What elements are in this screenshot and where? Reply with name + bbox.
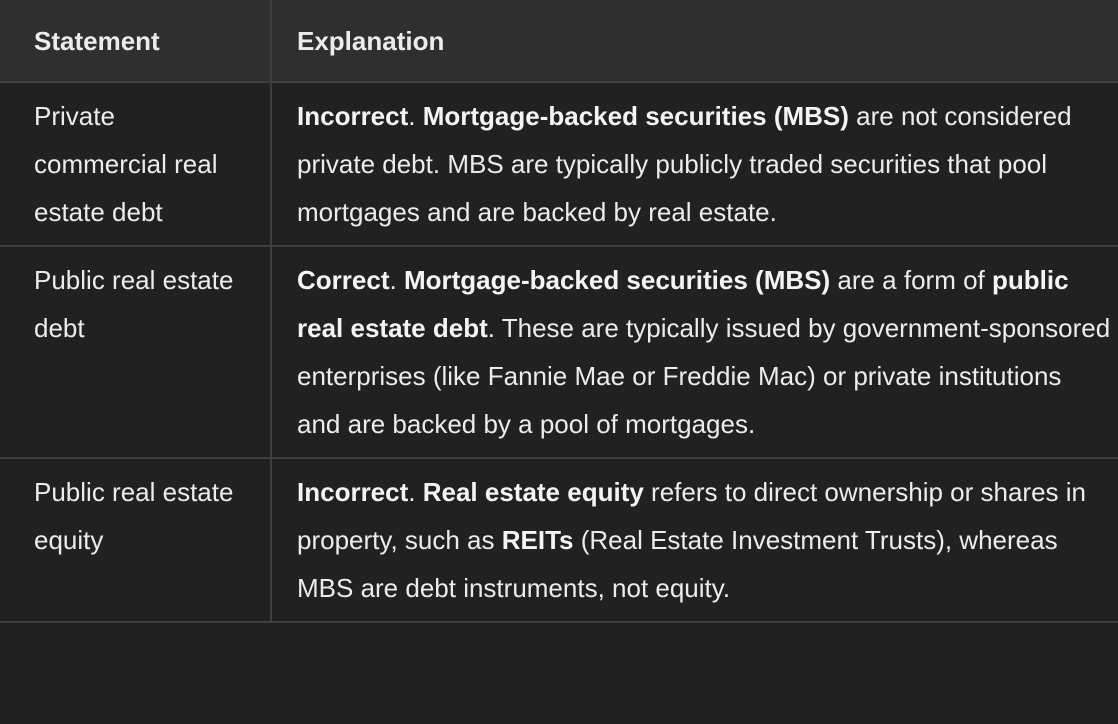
explanation-text: . <box>389 265 404 295</box>
key-term: Real estate equity <box>422 477 644 507</box>
column-header-explanation: Explanation <box>270 0 1118 83</box>
explanation-text: (Real Estate Investment Trusts), whereas… <box>297 525 1058 603</box>
verdict-label: Incorrect <box>297 101 409 131</box>
table-row: Public real estate debt Correct. Mortgag… <box>0 245 1118 459</box>
header-row: Statement Explanation <box>0 0 1118 83</box>
explanation-text: . <box>408 101 423 131</box>
comparison-table: Statement Explanation Private commercial… <box>0 0 1118 623</box>
verdict-label: Incorrect <box>297 477 409 507</box>
table-row: Private commercial real estate debt Inco… <box>0 81 1118 247</box>
table-header: Statement Explanation <box>0 0 1118 83</box>
explanation-text: . These are typically issued by governme… <box>297 313 1111 439</box>
explanation-text: are not considered private debt. MBS are… <box>297 101 1072 227</box>
statement-cell: Private commercial real estate debt <box>0 81 272 247</box>
verdict-label: Correct <box>297 265 390 295</box>
key-term: Mortgage-backed securities (MBS) <box>403 265 831 295</box>
explanation-text: . <box>408 477 423 507</box>
key-term: public real estate debt <box>297 265 1069 343</box>
statement-cell: Public real estate equity <box>0 457 272 623</box>
table-row: Public real estate equity Incorrect. Rea… <box>0 457 1118 623</box>
explanation-cell: Incorrect. Mortgage-backed securities (M… <box>270 81 1118 247</box>
explanation-cell: Correct. Mortgage-backed securities (MBS… <box>270 245 1118 459</box>
key-term: Mortgage-backed securities (MBS) <box>422 101 849 131</box>
explanation-text: are a form of <box>830 265 992 295</box>
explanation-text: refers to direct ownership or shares in … <box>297 477 1087 555</box>
statement-cell: Public real estate debt <box>0 245 272 459</box>
explanation-cell: Incorrect. Real estate equity refers to … <box>270 457 1118 623</box>
table-body: Private commercial real estate debt Inco… <box>0 81 1118 623</box>
key-term: REITs <box>501 525 574 555</box>
column-header-statement: Statement <box>0 0 272 83</box>
